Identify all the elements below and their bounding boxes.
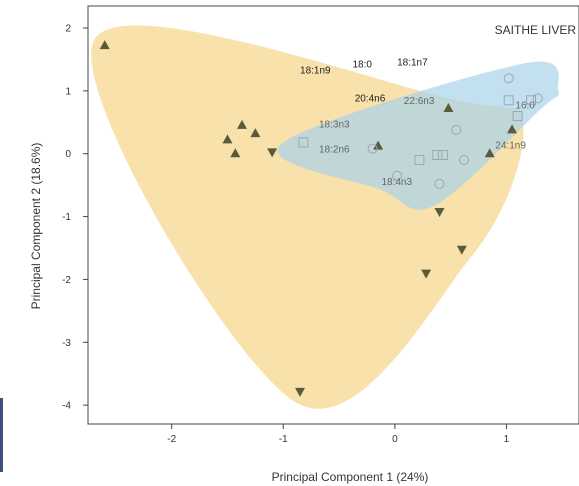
variable-label: 18:4n3 (381, 177, 412, 188)
square-group-hull (277, 61, 560, 210)
data-point-triangle-up (507, 124, 518, 134)
data-point-triangle-up (222, 134, 233, 144)
data-point-triangle-up (99, 40, 110, 50)
data-point-square-open (512, 111, 523, 121)
y-tick-label: -4 (62, 401, 71, 412)
data-point-circle-open (367, 143, 378, 154)
chart-title: SAITHE LIVER (495, 23, 577, 37)
x-tick-label: -1 (279, 434, 288, 445)
data-point-triangle-down (421, 269, 432, 279)
y-tick-label: 2 (65, 24, 71, 35)
data-point-circle-open (503, 73, 514, 84)
data-point-square-open (526, 95, 537, 106)
variable-label: 18:1n9 (300, 65, 331, 76)
data-point-square-open (414, 155, 425, 165)
y-tick-label: -2 (62, 275, 71, 286)
x-tick-label: 1 (504, 434, 510, 445)
data-point-triangle-up (236, 119, 247, 129)
variable-label: 18:3n3 (319, 119, 350, 130)
variable-label: 20:4n6 (355, 94, 386, 105)
x-tick-label: 0 (392, 434, 398, 445)
data-point-square-open (298, 137, 309, 148)
data-point-circle-open (451, 124, 462, 135)
variable-label: 18:0 (352, 60, 372, 71)
x-axis-title: Principal Component 1 (24%) (272, 470, 429, 484)
data-point-triangle-down (295, 387, 306, 397)
data-point-triangle-down (267, 148, 278, 158)
data-point-triangle-up (373, 140, 384, 150)
data-point-triangle-down (434, 208, 445, 218)
data-point-circle-open (532, 93, 543, 104)
y-tick-label: 0 (65, 149, 71, 160)
variable-label: 18:1n7 (397, 58, 428, 69)
data-points (99, 40, 543, 397)
data-point-square-open (432, 149, 443, 160)
y-axis: 2 1 0 -1 -2 -3 -4 (62, 24, 88, 412)
hull-layer (91, 25, 560, 409)
variable-label: 22:6n3 (404, 96, 435, 107)
variable-label: 16:0 (515, 100, 535, 111)
data-point-circle-open (392, 170, 403, 181)
data-point-circle-open (434, 178, 445, 189)
x-axis: -2 -1 0 1 (167, 424, 510, 445)
data-point-triangle-down (456, 245, 467, 255)
data-point-square-open (503, 95, 514, 106)
y-tick-label: -3 (62, 338, 71, 349)
y-axis-title: Principal Component 2 (18.6%) (29, 143, 43, 310)
data-point-circle-open (459, 155, 470, 165)
data-point-triangle-up (250, 128, 261, 138)
variable-labels: 18:1n9 18:0 18:1n7 20:4n6 22:6n3 16:0 18:3n3 18… (300, 58, 535, 188)
x-tick-label: -2 (167, 434, 176, 445)
data-point-square-open (437, 149, 448, 160)
y-tick-label: -1 (62, 212, 71, 223)
data-point-triangle-up (484, 148, 495, 158)
variable-label: 24:1n9 (495, 141, 526, 152)
variable-label: 18:2n6 (319, 144, 350, 155)
plot-frame (87, 5, 579, 425)
data-point-triangle-up (443, 102, 454, 112)
data-point-triangle-up (230, 148, 241, 158)
edge-bar (0, 398, 3, 472)
y-tick-label: 1 (65, 86, 71, 97)
